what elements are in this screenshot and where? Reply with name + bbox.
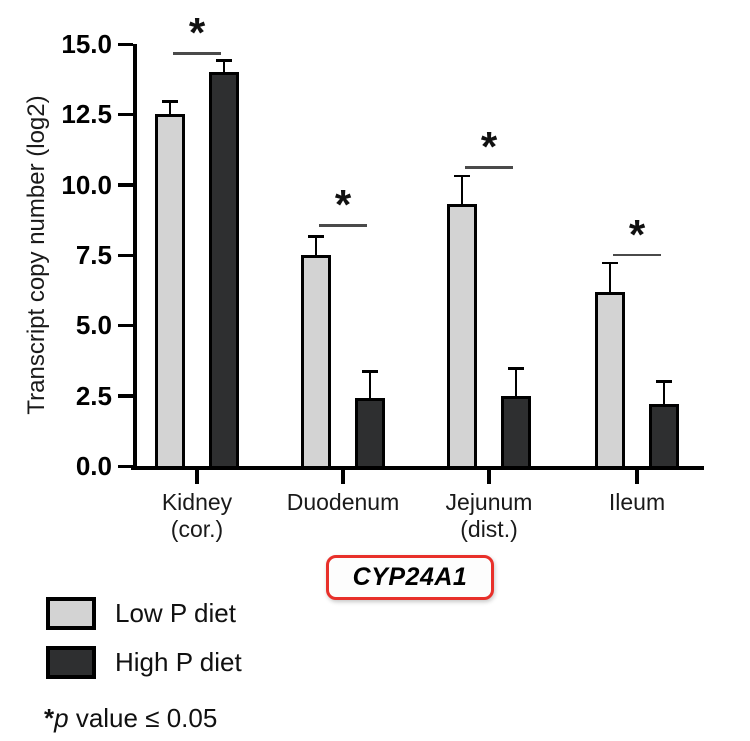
- x-category-label-line: Kidney: [161, 489, 233, 515]
- error-bar: [168, 101, 172, 115]
- sig-asterisk: *: [188, 9, 206, 57]
- y-tick: [118, 464, 133, 468]
- y-axis-line: [133, 44, 137, 470]
- error-bar: [514, 368, 518, 396]
- x-category-label: Ileum: [562, 489, 712, 516]
- y-tick-label: 12.5: [61, 99, 112, 130]
- x-tick: [635, 470, 639, 484]
- legend-swatch-high-p-diet: [46, 645, 96, 679]
- y-tick-label: 10.0: [61, 169, 112, 200]
- x-axis-line: [131, 466, 704, 470]
- legend-label-low-p-diet: Low P diet: [115, 597, 236, 628]
- footnote-text: value ≤ 0.05: [68, 703, 218, 733]
- gene-label-box: CYP24A1: [326, 555, 494, 600]
- legend: Low P diet High P diet: [46, 596, 242, 695]
- x-tick: [487, 470, 491, 484]
- y-tick-label: 5.0: [75, 310, 112, 341]
- error-bar: [368, 371, 372, 399]
- legend-swatch-low-p-diet: [46, 596, 96, 630]
- error-bar-cap: [216, 59, 232, 62]
- x-tick: [341, 470, 345, 484]
- sig-line: [319, 224, 367, 227]
- y-tick: [118, 183, 133, 187]
- error-bar: [314, 236, 318, 255]
- error-bar-cap: [362, 370, 378, 373]
- error-bar-cap: [656, 380, 672, 383]
- bar: [447, 204, 477, 466]
- bar: [301, 255, 331, 466]
- legend-label-high-p-diet: High P diet: [115, 646, 242, 677]
- y-tick: [118, 42, 133, 46]
- y-tick: [118, 323, 133, 328]
- y-tick-label: 2.5: [75, 380, 112, 411]
- bar: [355, 398, 385, 466]
- error-bar: [608, 263, 612, 292]
- sig-line: [173, 52, 221, 55]
- x-category-label-line: (dist.): [460, 516, 518, 542]
- bar: [209, 72, 239, 466]
- sig-line: [465, 166, 513, 169]
- y-tick-label: 0.0: [75, 451, 112, 481]
- error-bar-cap: [454, 174, 470, 178]
- sig-asterisk: *: [334, 181, 352, 229]
- x-category-label: Kidney (cor.): [122, 489, 272, 543]
- bar: [595, 291, 625, 466]
- sig-asterisk: *: [628, 210, 646, 258]
- error-bar: [222, 60, 226, 73]
- error-bar-cap: [308, 235, 324, 238]
- x-category-label-line: (cor.): [170, 516, 224, 542]
- gene-label: CYP24A1: [352, 563, 468, 591]
- bar: [155, 114, 185, 466]
- y-tick: [118, 112, 133, 117]
- x-tick: [195, 470, 199, 484]
- error-bar-cap: [602, 261, 618, 265]
- x-category-label-line: Jejunum: [445, 489, 533, 515]
- x-category-label-line: Duodenum: [286, 489, 400, 515]
- x-category-label-line: Ileum: [608, 489, 666, 515]
- legend-item-low-p-diet: Low P diet: [46, 596, 242, 630]
- significance-footnote: *p value ≤ 0.05: [44, 703, 217, 734]
- footnote-asterisk: *: [44, 703, 55, 733]
- error-bar-cap: [508, 367, 524, 370]
- error-bar-cap: [162, 100, 178, 103]
- bar: [649, 404, 679, 466]
- sig-line: [613, 253, 661, 257]
- error-bar: [460, 176, 464, 205]
- bar: [501, 395, 531, 466]
- y-tick: [118, 253, 133, 257]
- error-bar: [662, 381, 666, 405]
- y-tick-label: 15.0: [61, 29, 112, 59]
- x-category-label: Duodenum: [268, 489, 418, 516]
- legend-item-high-p-diet: High P diet: [46, 645, 242, 679]
- y-tick: [118, 394, 133, 398]
- footnote-p: p: [54, 703, 69, 733]
- y-tick-label: 7.5: [75, 240, 112, 270]
- sig-asterisk: *: [480, 123, 498, 171]
- x-category-label: Jejunum (dist.): [414, 489, 564, 543]
